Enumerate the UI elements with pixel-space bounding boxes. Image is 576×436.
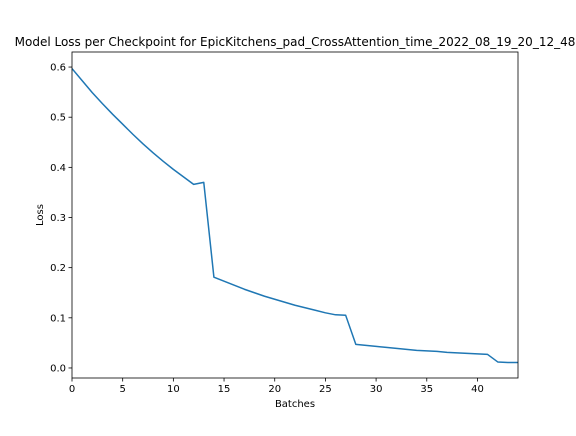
x-tick-label: 25 xyxy=(319,384,332,395)
x-tick-label: 0 xyxy=(69,384,75,395)
plot-area xyxy=(71,68,518,364)
x-tick-label: 10 xyxy=(167,384,180,395)
y-tick-label: 0.0 xyxy=(50,363,66,374)
series-line xyxy=(71,68,518,364)
y-tick-label: 0.3 xyxy=(50,213,66,224)
x-tick-label: 15 xyxy=(218,384,231,395)
chart-title: Model Loss per Checkpoint for EpicKitche… xyxy=(15,35,576,49)
y-tick-label: 0.2 xyxy=(50,263,66,274)
axis-ticks: 0 5 10 15 20 25 30 35 40 0.0 0.1 0.2 0.3 0.4 0.5 0.6 xyxy=(50,63,484,395)
x-axis-label: Batches xyxy=(275,399,315,410)
x-tick-label: 35 xyxy=(420,384,433,395)
y-tick-label: 0.6 xyxy=(50,63,66,74)
y-tick-label: 0.4 xyxy=(50,163,66,174)
x-tick-label: 20 xyxy=(268,384,281,395)
x-tick-label: 30 xyxy=(370,384,383,395)
x-tick-label: 40 xyxy=(471,384,484,395)
x-tick-label: 5 xyxy=(119,384,125,395)
axes-frame xyxy=(71,51,519,379)
y-tick-label: 0.5 xyxy=(50,113,66,124)
y-axis-label: Loss xyxy=(35,204,46,226)
y-tick-label: 0.1 xyxy=(50,313,66,324)
